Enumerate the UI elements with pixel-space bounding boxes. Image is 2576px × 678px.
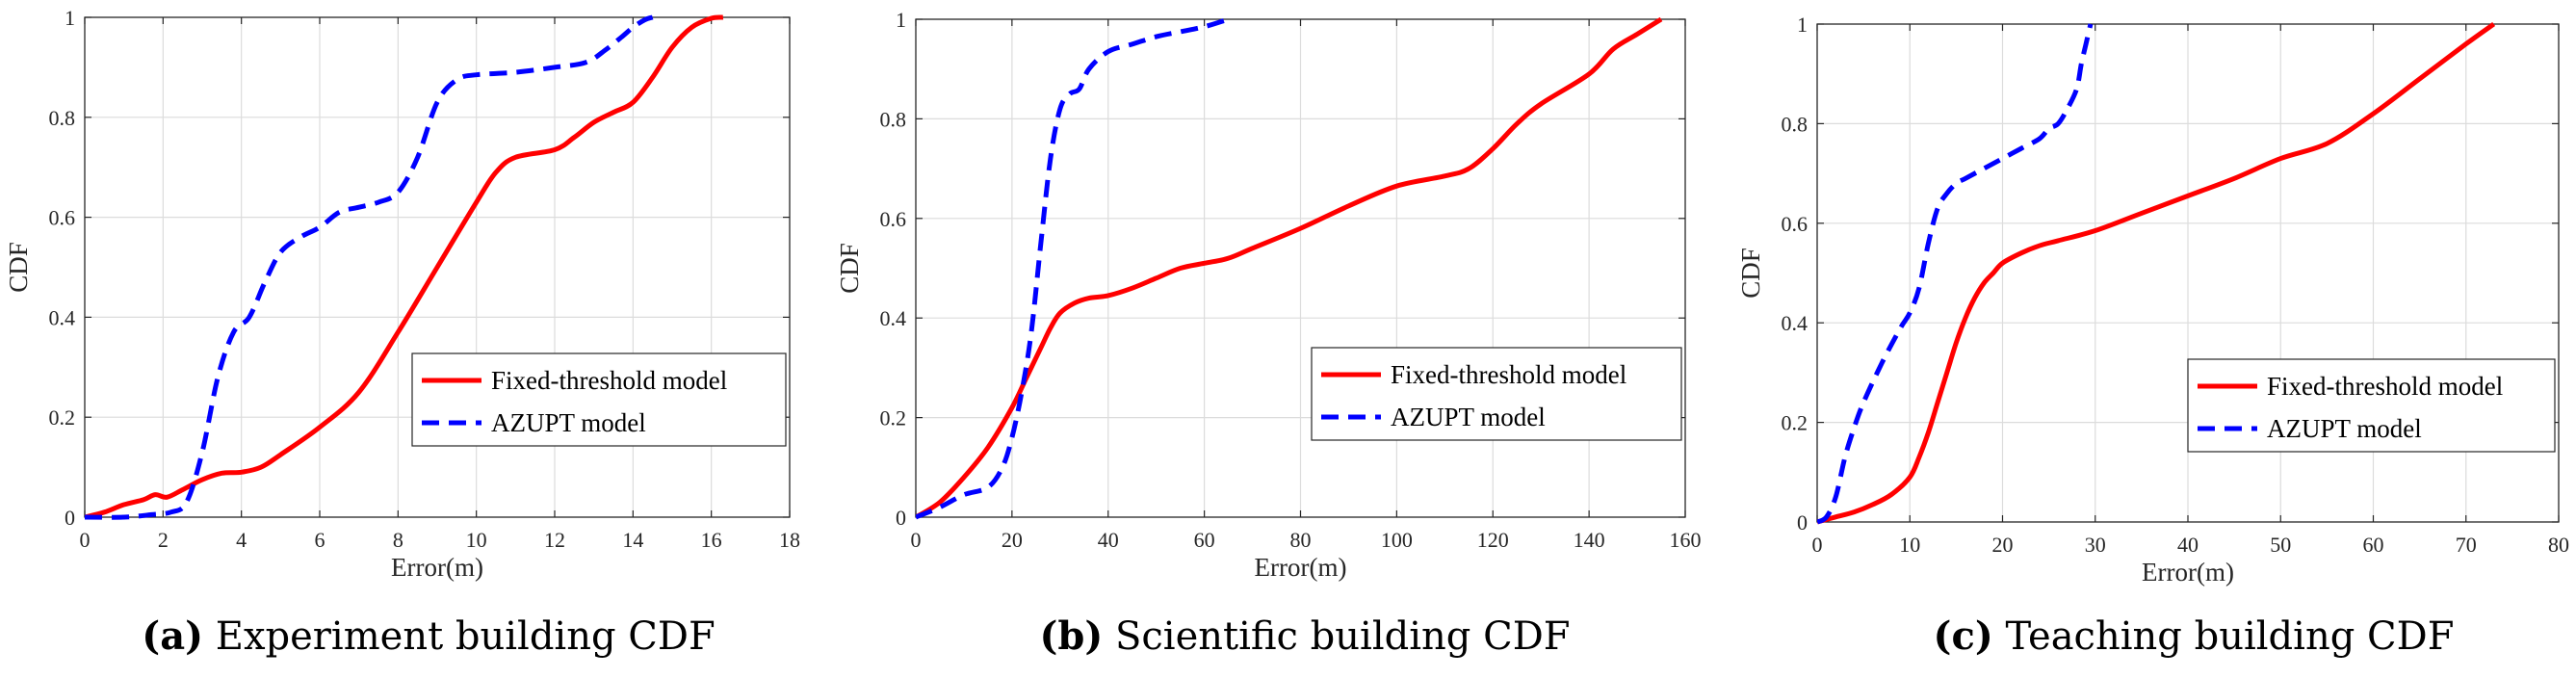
legend: Fixed-threshold model AZUPT model — [1311, 347, 1682, 441]
legend-entry-label: Fixed-threshold model — [1391, 360, 1626, 389]
x-tick-label: 60 — [2363, 533, 2384, 557]
x-tick-label: 60 — [1194, 528, 1215, 552]
caption-label: (c) — [1934, 613, 1993, 659]
x-tick-label: 160 — [1670, 528, 1702, 552]
x-tick-label: 16 — [701, 528, 722, 552]
x-tick-label: 8 — [393, 528, 403, 552]
x-tick-label: 80 — [1290, 528, 1312, 552]
x-tick-label: 100 — [1381, 528, 1413, 552]
fixed-threshold-series-line — [916, 16, 1663, 520]
caption-label: (a) — [142, 613, 203, 659]
x-tick-label: 70 — [2456, 533, 2477, 557]
x-tick-label: 20 — [1002, 528, 1023, 552]
chart-panel-a: 0 2 4 6 8 10 12 14 16 18 0 0.2 0.4 0.6 0.8 1 Error(m) CDF… — [4, 6, 800, 659]
x-tick-label: 140 — [1574, 528, 1605, 552]
x-tick-label: 14 — [622, 528, 643, 552]
x-tick-label: 40 — [2177, 533, 2199, 557]
legend-box — [411, 352, 787, 447]
y-axis-label: CDF — [835, 243, 864, 294]
y-axis-label: CDF — [1736, 248, 1765, 299]
y-tick-label: 0.8 — [49, 106, 76, 130]
y-tick-label: 0.6 — [49, 206, 76, 230]
legend-box — [1311, 347, 1682, 441]
chart-panel-c: 0 10 20 30 40 50 60 70 80 0 0.2 0.4 0.6 0.8 1 Error(m) C… — [1736, 13, 2569, 659]
y-tick-label: 1 — [1797, 13, 1808, 37]
legend: Fixed-threshold model AZUPT model — [2187, 358, 2556, 453]
x-tick-label: 18 — [779, 528, 800, 552]
x-tick-label: 80 — [2548, 533, 2569, 557]
y-tick-label: 0 — [65, 506, 75, 530]
caption-text: Scientific building CDF — [1103, 614, 1570, 659]
x-tick-label: 2 — [158, 528, 169, 552]
y-tick-label: 0.4 — [49, 305, 76, 329]
y-tick-label: 0.6 — [880, 207, 907, 231]
legend-entry-label: AZUPT model — [491, 408, 646, 437]
x-axis-label: Error(m) — [1255, 553, 1347, 582]
x-tick-label: 12 — [544, 528, 565, 552]
caption-text: Experiment building CDF — [203, 614, 716, 659]
x-tick-label: 6 — [315, 528, 325, 552]
x-axis-label: Error(m) — [2142, 558, 2234, 587]
panel-caption: (b) Scientific building CDF — [1039, 613, 1570, 659]
azupt-series-line — [85, 14, 654, 520]
legend-entry-label: Fixed-threshold model — [2267, 372, 2503, 401]
y-tick-label: 0.2 — [1782, 411, 1808, 435]
legend-entry-label: AZUPT model — [2267, 414, 2422, 443]
fixed-threshold-series-line — [1817, 21, 2496, 525]
y-tick-label: 0 — [896, 506, 906, 530]
legend-entry-label: AZUPT model — [1391, 403, 1546, 431]
legend-box — [2187, 358, 2556, 453]
x-tick-label: 30 — [2085, 533, 2106, 557]
y-tick-label: 0.8 — [1782, 112, 1808, 136]
chart-panel-b: 0 20 40 60 80 100 120 140 160 0 0.2 0.4 0.6 0.8 1 Error… — [835, 8, 1702, 659]
azupt-series-line — [1817, 23, 2094, 525]
azupt-series-line — [916, 16, 1230, 520]
x-tick-label: 20 — [1992, 533, 2014, 557]
y-tick-label: 0.6 — [1782, 212, 1808, 236]
y-axis-label: CDF — [4, 242, 33, 293]
x-tick-label: 10 — [1899, 533, 1920, 557]
y-tick-label: 1 — [65, 6, 75, 30]
y-tick-label: 0 — [1797, 510, 1808, 535]
x-tick-label: 4 — [236, 528, 247, 552]
x-tick-label: 40 — [1098, 528, 1119, 552]
caption-label: (b) — [1039, 613, 1103, 659]
x-axis-label: Error(m) — [391, 553, 483, 582]
x-tick-label: 0 — [911, 528, 922, 552]
x-tick-label: 0 — [80, 528, 91, 552]
y-tick-label: 0.2 — [49, 405, 76, 430]
y-tick-label: 0.4 — [1782, 311, 1808, 335]
panel-caption: (a) Experiment building CDF — [142, 613, 715, 659]
x-tick-label: 10 — [466, 528, 487, 552]
fixed-threshold-series-line — [85, 14, 724, 520]
x-tick-label: 50 — [2270, 533, 2291, 557]
x-tick-label: 0 — [1812, 533, 1823, 557]
caption-text: Teaching building CDF — [1993, 614, 2455, 659]
legend-entry-label: Fixed-threshold model — [491, 366, 727, 395]
plot-frame — [84, 16, 791, 518]
x-tick-label: 120 — [1477, 528, 1509, 552]
plot-frame — [1816, 23, 2560, 523]
panel-caption: (c) Teaching building CDF — [1934, 613, 2455, 659]
plot-frame — [915, 18, 1686, 518]
y-tick-label: 0.8 — [880, 107, 907, 131]
y-tick-label: 0.4 — [880, 306, 907, 330]
y-tick-label: 0.2 — [880, 406, 907, 430]
y-tick-label: 1 — [896, 8, 906, 32]
legend: Fixed-threshold model AZUPT model — [411, 352, 787, 447]
